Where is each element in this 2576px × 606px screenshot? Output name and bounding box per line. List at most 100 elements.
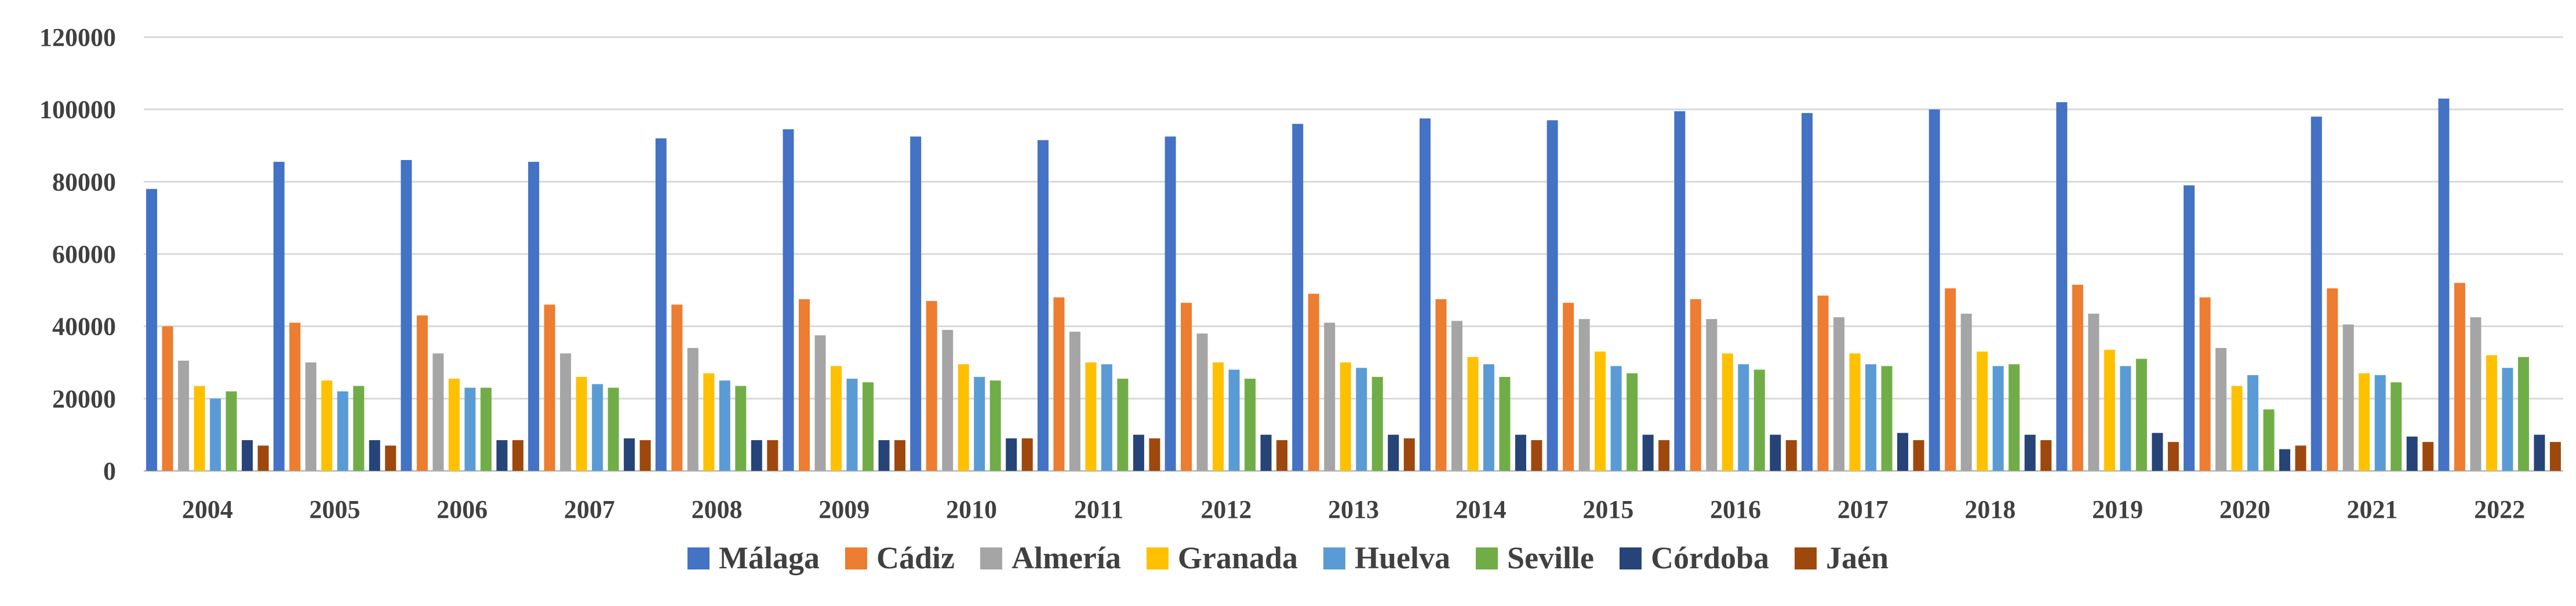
bar <box>1499 376 1511 471</box>
bar <box>735 386 747 471</box>
bar <box>2088 313 2100 471</box>
bar <box>1722 353 1733 471</box>
bar <box>321 380 333 471</box>
y-tick-label: 0 <box>103 457 116 485</box>
bar <box>1753 369 1765 471</box>
bar <box>480 387 492 471</box>
bar <box>1595 351 1606 471</box>
bar <box>1945 288 1956 471</box>
bar-group-2019 <box>2056 102 2179 471</box>
bar <box>846 379 858 471</box>
bar <box>2247 375 2259 471</box>
bar <box>1960 313 1972 471</box>
legend-item: Jaén <box>1794 540 1889 575</box>
x-axis-ticks: 2004 2005 2006 2007 2008 2009 2010 2011 2012 2013… <box>182 495 2525 524</box>
legend-label: Seville <box>1507 540 1594 575</box>
bar <box>2184 185 2195 471</box>
bar <box>2422 442 2434 471</box>
legend-label: Cádiz <box>876 540 955 575</box>
bar <box>2470 317 2482 471</box>
legend-label: Granada <box>1178 540 1298 575</box>
bar <box>2295 445 2306 471</box>
x-tick-label: 2010 <box>946 495 997 524</box>
legend-swatch <box>845 547 867 569</box>
bar <box>1738 364 1749 471</box>
legend-item: Almería <box>980 540 1121 575</box>
bar <box>2327 288 2338 471</box>
legend-label: Almería <box>1012 540 1121 575</box>
legend-swatch <box>1619 547 1642 569</box>
bar <box>210 398 221 471</box>
bar <box>1085 362 1097 471</box>
y-tick-label: 100000 <box>39 96 116 124</box>
legend-label: Huelva <box>1355 540 1450 575</box>
bar <box>1801 113 1813 471</box>
bar <box>1021 438 1033 471</box>
legend-swatch <box>1323 547 1345 569</box>
bar <box>1865 364 1876 471</box>
bar <box>958 364 969 471</box>
bar <box>2391 382 2402 471</box>
legend-label: Málaga <box>719 540 820 575</box>
bar <box>432 353 444 471</box>
x-tick-label: 2009 <box>818 495 869 524</box>
bar <box>178 360 190 471</box>
bar <box>910 136 922 471</box>
x-tick-label: 2016 <box>1710 495 1761 524</box>
y-axis-ticks: 0 20000 40000 60000 80000 100000 120000 <box>39 23 116 485</box>
bar <box>2120 366 2131 471</box>
bar-group-2009 <box>783 129 906 471</box>
y-tick-label: 20000 <box>52 384 116 413</box>
bar <box>1435 299 1447 471</box>
bar <box>1069 332 1080 471</box>
bar <box>1213 362 1224 471</box>
x-tick-label: 2018 <box>1964 495 2015 524</box>
bar <box>2549 442 2561 471</box>
bar <box>416 315 428 471</box>
bar <box>1706 319 1718 471</box>
bar <box>1610 366 1622 471</box>
bar <box>1674 111 1686 471</box>
bar <box>194 386 205 471</box>
bar <box>1547 120 1558 471</box>
bar <box>1642 434 1654 471</box>
y-tick-label: 60000 <box>52 240 116 268</box>
bar <box>2072 284 2083 471</box>
bar <box>2135 358 2147 471</box>
y-tick-label: 40000 <box>52 313 116 341</box>
x-tick-label: 2014 <box>1456 495 1507 524</box>
y-tick-label: 80000 <box>52 168 116 196</box>
legend-item: Seville <box>1475 540 1594 575</box>
bar <box>1817 295 1829 471</box>
legend-label: Jaén <box>1826 540 1889 575</box>
legend-item: Córdoba <box>1619 540 1769 575</box>
bar <box>703 373 715 471</box>
bar <box>1356 368 1367 471</box>
bar-group-2012 <box>1165 136 1288 471</box>
bar <box>512 440 523 471</box>
legend-item: Granada <box>1146 540 1298 575</box>
bar <box>305 362 316 471</box>
x-tick-label: 2005 <box>310 495 361 524</box>
bar <box>751 440 762 471</box>
bar <box>257 445 269 471</box>
bar <box>2009 364 2020 471</box>
bar <box>2024 434 2036 471</box>
bar <box>496 440 508 471</box>
bar <box>2534 434 2545 471</box>
bar <box>655 138 667 471</box>
bar <box>2279 449 2291 471</box>
bar <box>1245 379 1256 471</box>
bar <box>1053 297 1065 471</box>
x-tick-label: 2004 <box>182 495 233 524</box>
bar-group-2005 <box>273 162 396 471</box>
bar <box>989 380 1001 471</box>
bar <box>1388 434 1399 471</box>
legend-swatch <box>687 547 710 569</box>
bar <box>2517 357 2529 471</box>
bar <box>1181 303 1192 471</box>
x-tick-label: 2008 <box>692 495 743 524</box>
bar <box>1324 322 1336 471</box>
bar <box>162 326 173 471</box>
bar-group-2015 <box>1547 120 1670 471</box>
